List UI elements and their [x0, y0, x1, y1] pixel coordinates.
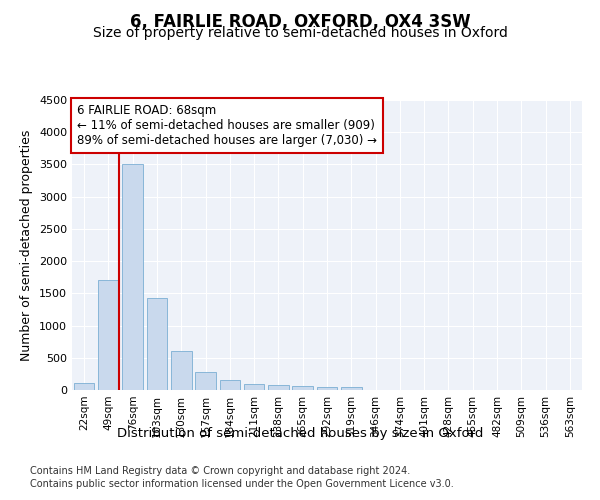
- Bar: [341, 388, 362, 390]
- Bar: [292, 386, 313, 390]
- Text: Contains public sector information licensed under the Open Government Licence v3: Contains public sector information licen…: [30, 479, 454, 489]
- Bar: [122, 164, 143, 390]
- Bar: [74, 383, 94, 390]
- Bar: [268, 384, 289, 390]
- Bar: [244, 384, 265, 390]
- Bar: [98, 280, 119, 390]
- Bar: [195, 372, 216, 390]
- Bar: [146, 298, 167, 390]
- Bar: [220, 380, 240, 390]
- Bar: [171, 350, 191, 390]
- Text: 6 FAIRLIE ROAD: 68sqm
← 11% of semi-detached houses are smaller (909)
89% of sem: 6 FAIRLIE ROAD: 68sqm ← 11% of semi-deta…: [77, 104, 377, 148]
- Text: Contains HM Land Registry data © Crown copyright and database right 2024.: Contains HM Land Registry data © Crown c…: [30, 466, 410, 476]
- Text: 6, FAIRLIE ROAD, OXFORD, OX4 3SW: 6, FAIRLIE ROAD, OXFORD, OX4 3SW: [130, 12, 470, 30]
- Y-axis label: Number of semi-detached properties: Number of semi-detached properties: [20, 130, 34, 360]
- Text: Size of property relative to semi-detached houses in Oxford: Size of property relative to semi-detach…: [92, 26, 508, 40]
- Text: Distribution of semi-detached houses by size in Oxford: Distribution of semi-detached houses by …: [117, 428, 483, 440]
- Bar: [317, 387, 337, 390]
